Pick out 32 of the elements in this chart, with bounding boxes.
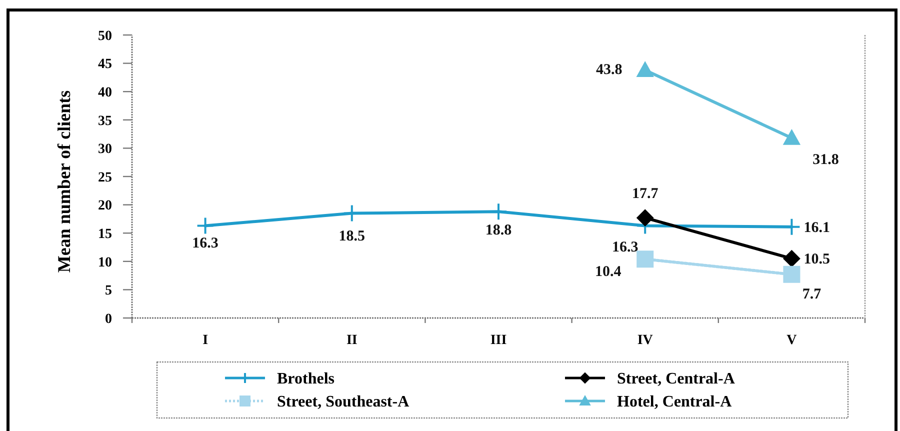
legend-label: Street, Central-A: [617, 370, 736, 388]
data-label: 10.4: [594, 264, 622, 280]
y-tick-label: 20: [98, 198, 112, 214]
x-tick-label: II: [346, 333, 358, 348]
y-tick-label: 30: [98, 142, 112, 158]
data-label: 18.5: [338, 228, 366, 244]
data-label: 43.8: [596, 62, 622, 78]
x-tick-label: IV: [637, 333, 653, 348]
data-label: 16.3: [612, 240, 638, 256]
y-tick-label: 15: [98, 227, 112, 242]
data-label: 7.7: [802, 286, 822, 302]
data-label: 31.8: [812, 152, 839, 168]
data-label: 16.3: [192, 236, 218, 252]
y-tick-label: 50: [98, 28, 112, 44]
x-tick-label: V: [786, 333, 797, 348]
y-tick-label: 10: [98, 255, 112, 270]
y-tick-label: 25: [98, 170, 112, 186]
x-tick-label: I: [202, 333, 208, 348]
y-tick-label: 45: [98, 57, 112, 72]
y-axis-title: Mean number of clients: [54, 90, 74, 273]
data-label: 18.8: [485, 222, 512, 239]
y-tick-label: 35: [98, 114, 112, 129]
legend-label: Hotel, Central-A: [617, 394, 732, 411]
legend-label: Street, Southeast-A: [277, 394, 410, 411]
data-label: 17.7: [632, 186, 659, 202]
y-tick-label: 0: [105, 312, 112, 327]
y-tick-label: 40: [98, 86, 112, 100]
data-label: 16.1: [804, 220, 830, 236]
y-tick-label: 5: [105, 284, 112, 299]
data-label: 10.5: [804, 252, 830, 268]
x-tick-label: III: [490, 333, 507, 348]
legend-label: Brothels: [277, 370, 334, 388]
